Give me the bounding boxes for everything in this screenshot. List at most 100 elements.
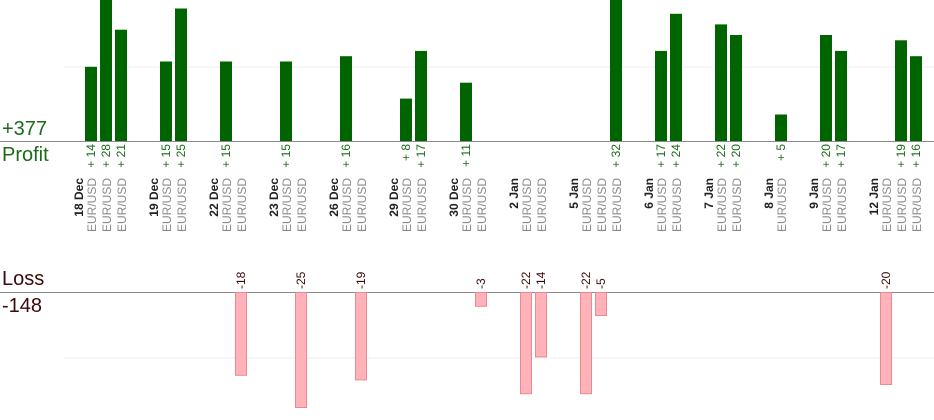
instrument-label: EUR/USD <box>835 178 849 232</box>
loss-value-label: -25 <box>294 271 308 289</box>
instrument-label: EUR/USD <box>220 178 234 232</box>
instrument-label: EUR/USD <box>535 178 549 232</box>
profit-bar <box>820 35 832 141</box>
instrument-label: EUR/USD <box>400 178 414 232</box>
profit-bar <box>460 82 472 141</box>
instrument-label: EUR/USD <box>595 178 609 232</box>
date-label: 6 Jan <box>642 178 656 209</box>
profit-bar <box>340 56 352 142</box>
profit-label: Profit <box>2 144 49 166</box>
instrument-label: EUR/USD <box>880 178 894 232</box>
instrument-label: EUR/USD <box>235 178 249 232</box>
loss-value-label: -18 <box>234 271 248 289</box>
date-label: 2 Jan <box>507 178 521 209</box>
instrument-label: EUR/USD <box>610 178 624 232</box>
loss-value-label: -5 <box>594 278 608 289</box>
profit-value-label: + 32 <box>609 144 623 168</box>
profit-value-label: + 17 <box>834 144 848 168</box>
instrument-label: EUR/USD <box>355 178 369 232</box>
loss-value-label: -3 <box>474 278 488 289</box>
profit-bar <box>655 50 667 141</box>
profit-bar <box>835 50 847 141</box>
profit-value-label: + 22 <box>714 144 728 168</box>
loss-bar <box>295 292 307 408</box>
profit-value-label: + 8 <box>399 144 413 161</box>
loss-bar <box>235 292 247 376</box>
date-label: 18 Dec <box>72 178 86 217</box>
instrument-label: EUR/USD <box>730 178 744 232</box>
profit-value-label: + 11 <box>459 144 473 167</box>
profit-value-label: + 24 <box>669 144 683 168</box>
instrument-label: EUR/USD <box>85 178 99 232</box>
profit-bar <box>730 35 742 141</box>
profit-bar <box>715 24 727 141</box>
instrument-label: EUR/USD <box>475 178 489 232</box>
instrument-label: EUR/USD <box>175 178 189 232</box>
profit-value-label: + 16 <box>339 144 353 168</box>
profit-bar <box>220 61 232 141</box>
profit-value-label: + 16 <box>909 144 923 168</box>
date-label: 12 Jan <box>867 178 881 215</box>
loss-bar <box>475 292 487 307</box>
profit-bar <box>280 61 292 141</box>
date-label: 22 Dec <box>207 178 221 217</box>
loss-bar <box>535 292 547 358</box>
instrument-label: EUR/USD <box>115 178 129 232</box>
profit-bar <box>400 98 412 141</box>
loss-label: Loss <box>2 268 45 290</box>
instrument-label: EUR/USD <box>160 178 174 232</box>
profit-value-label: + 5 <box>774 144 788 161</box>
profit-value-label: + 15 <box>279 144 293 168</box>
profit-bar <box>670 13 682 141</box>
profit-bar <box>85 66 97 141</box>
date-label: 7 Jan <box>702 178 716 209</box>
instrument-label: EUR/USD <box>715 178 729 232</box>
loss-bar <box>880 292 892 385</box>
profit-bar <box>895 40 907 141</box>
date-label: 30 Dec <box>447 178 461 217</box>
instrument-label: EUR/USD <box>520 178 534 232</box>
instrument-label: EUR/USD <box>655 178 669 232</box>
loss-value-label: -19 <box>354 271 368 289</box>
instrument-label: EUR/USD <box>340 178 354 232</box>
instrument-label: EUR/USD <box>415 178 429 232</box>
profit-value-label: + 28 <box>99 144 113 168</box>
date-label: 9 Jan <box>807 178 821 209</box>
loss-total: -148 <box>2 295 43 317</box>
date-label: 26 Dec <box>327 178 341 217</box>
instrument-label: EUR/USD <box>295 178 309 232</box>
date-label: 8 Jan <box>762 178 776 209</box>
loss-bar <box>595 292 607 316</box>
profit-bar <box>910 56 922 142</box>
date-label: 29 Dec <box>387 178 401 217</box>
loss-bar <box>355 292 367 381</box>
loss-value-label: -22 <box>519 271 533 289</box>
instrument-label: EUR/USD <box>670 178 684 232</box>
instrument-label: EUR/USD <box>820 178 834 232</box>
profit-value-label: + 17 <box>414 144 428 168</box>
loss-bar <box>580 292 592 395</box>
profit-value-label: + 25 <box>174 144 188 168</box>
profit-value-label: + 21 <box>114 144 128 168</box>
date-label: 19 Dec <box>147 178 161 217</box>
profit-bar <box>175 8 187 141</box>
profit-value-label: + 15 <box>219 144 233 168</box>
date-label: 23 Dec <box>267 178 281 217</box>
profit-value-label: + 17 <box>654 144 668 168</box>
instrument-label: EUR/USD <box>775 178 789 232</box>
instrument-label: EUR/USD <box>580 178 594 232</box>
instrument-label: EUR/USD <box>280 178 294 232</box>
loss-value-label: -20 <box>879 271 893 289</box>
instrument-label: EUR/USD <box>100 178 114 232</box>
loss-value-label: -22 <box>579 271 593 289</box>
instrument-label: EUR/USD <box>460 178 474 232</box>
profit-bar <box>415 50 427 141</box>
instrument-label: EUR/USD <box>910 178 924 232</box>
profit-value-label: + 14 <box>84 144 98 168</box>
profit-bar <box>160 61 172 141</box>
profit-bar <box>775 114 787 141</box>
profit-bar <box>115 29 127 142</box>
instrument-label: EUR/USD <box>895 178 909 232</box>
profit-bar <box>100 0 112 141</box>
